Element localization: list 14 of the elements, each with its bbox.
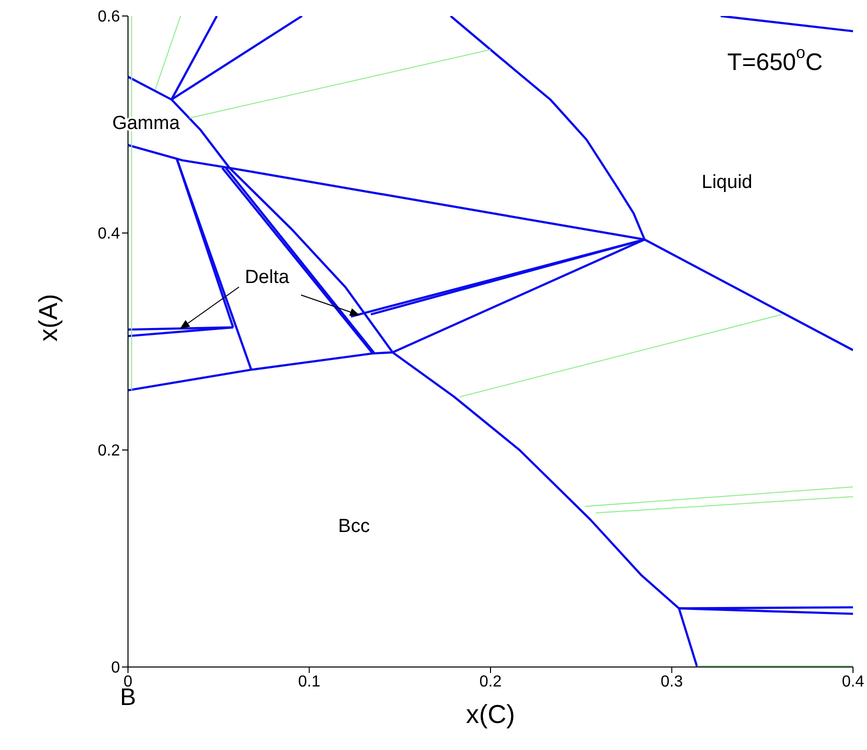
y-tick-label: 0.2 (98, 442, 120, 460)
x-tick-label: 0.2 (479, 673, 502, 690)
x-tick-label: 0.1 (298, 673, 320, 690)
x-axis-title: x(C) (466, 699, 516, 729)
x-tick-label: 0.3 (660, 673, 683, 690)
annotation: T=650$^{o}$C (727, 43, 823, 76)
y-tick-label: 0 (111, 660, 120, 677)
annotation: Bcc (338, 516, 370, 536)
annotation: Liquid (702, 172, 752, 192)
y-tick-label: 0.4 (98, 226, 120, 243)
y-axis-title: x(A) (33, 294, 64, 342)
x-tick-label: 0.4 (842, 673, 864, 690)
y-tick-label: 0.6 (98, 8, 120, 26)
annotation: Delta (244, 266, 290, 288)
